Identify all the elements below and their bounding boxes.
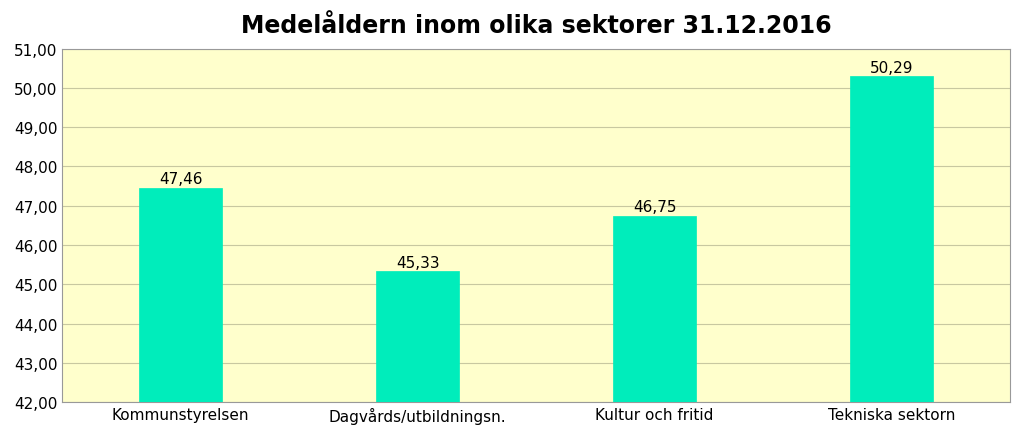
Text: 45,33: 45,33: [396, 255, 439, 270]
Bar: [139, 188, 222, 403]
Text: 47,46: 47,46: [159, 172, 203, 187]
Bar: [376, 272, 459, 403]
Bar: [613, 216, 696, 403]
Title: Medelåldern inom olika sektorer 31.12.2016: Medelåldern inom olika sektorer 31.12.20…: [241, 14, 831, 38]
Bar: [850, 77, 933, 403]
Text: 46,75: 46,75: [633, 200, 677, 215]
Text: 50,29: 50,29: [869, 61, 913, 76]
